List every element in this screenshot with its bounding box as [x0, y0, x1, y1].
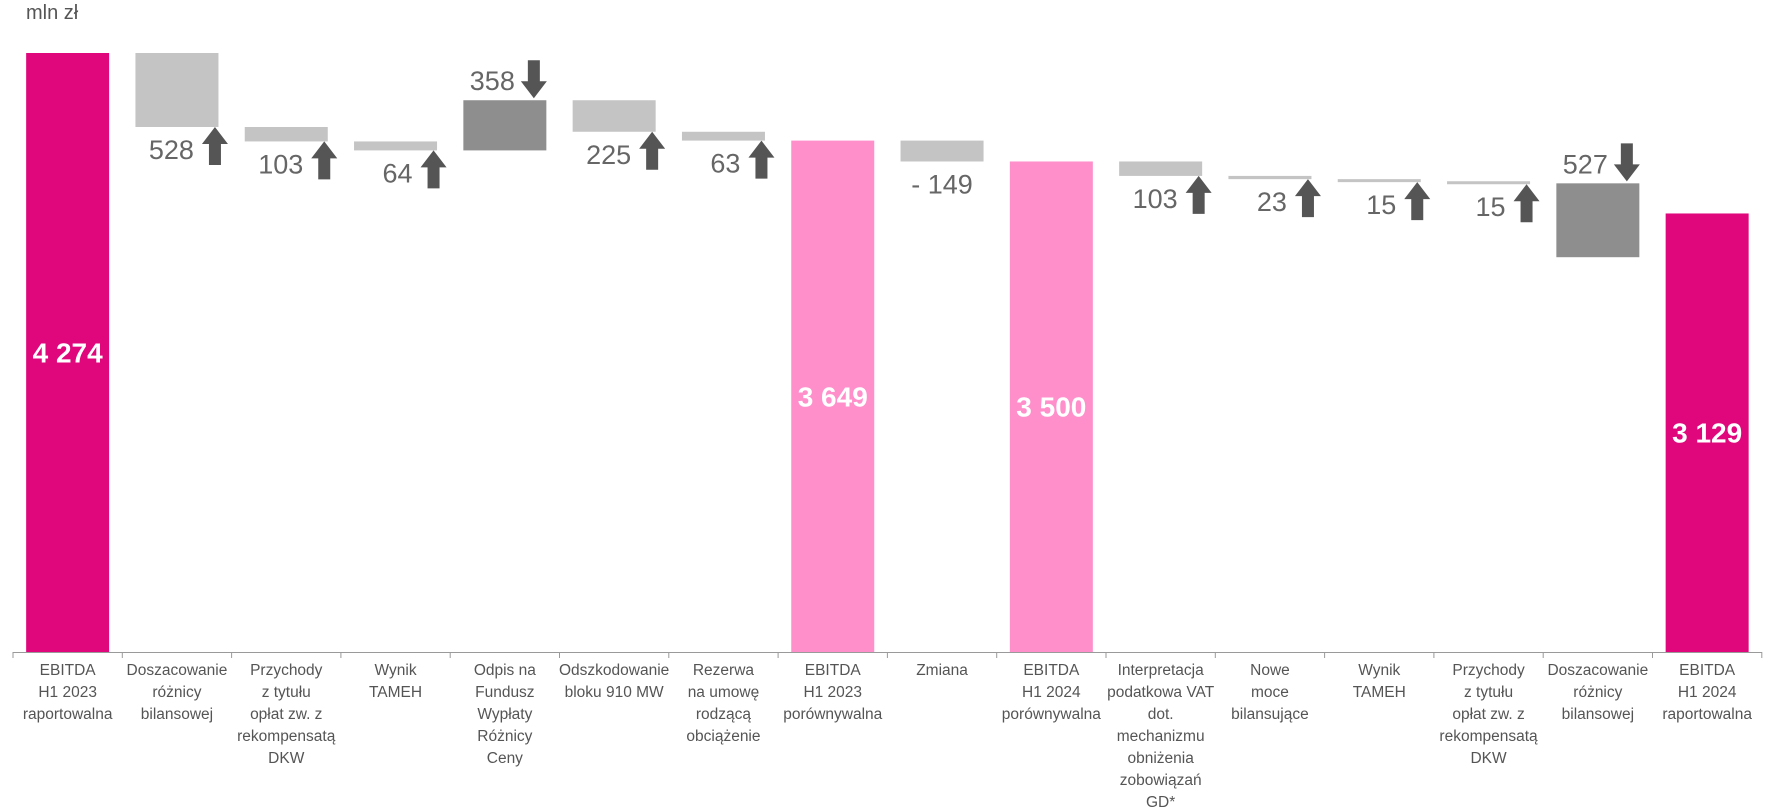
bar-value-label: 103: [258, 149, 303, 179]
bar-value-label: 527: [1563, 149, 1608, 179]
arrow-up-icon: [748, 140, 775, 179]
category-label: Rezerwa na umowę rodzącą obciążenie: [686, 662, 760, 745]
bar-value-label: - 149: [911, 169, 973, 199]
bar-value-label: 23: [1257, 187, 1287, 217]
arrow-down-icon: [1613, 143, 1640, 182]
arrow-up-icon: [639, 131, 666, 170]
unit-label: mln zł: [26, 2, 79, 24]
category-label: EBITDA H1 2023 raportowalna: [23, 662, 113, 723]
bar-value-label: 15: [1366, 190, 1396, 220]
category-label: Przychody z tytułu opłat zw. z rekompensatą…: [1439, 662, 1538, 767]
category-label: Odszkodowanie bloku 910 MW: [559, 662, 669, 701]
category-label: EBITDA H1 2023 porównywalna: [783, 662, 882, 723]
category-label: Wynik TAMEH: [369, 662, 422, 701]
delta-bar: [1228, 175, 1312, 180]
category-label: Doszacowanie różnicy bilansowej: [1547, 662, 1648, 723]
arrow-up-icon: [1404, 182, 1431, 221]
total-bar: [791, 140, 875, 653]
total-bar: [1665, 213, 1749, 653]
delta-bar: [1556, 183, 1640, 258]
bar-value-label: 3 649: [798, 381, 868, 412]
value-labels-layer: 4 274 528 103 64 358 225 63 3 649 - 149 3 500 103 2…: [33, 66, 1743, 449]
category-label: Interpretacja podatkowa VAT dot. mechanizmu…: [1107, 662, 1215, 811]
bar-value-label: 64: [383, 158, 413, 188]
category-label: Nowe moce bilansujące: [1231, 662, 1309, 723]
arrow-up-icon: [311, 141, 338, 180]
arrow-up-icon: [201, 126, 228, 165]
bar-value-label: 63: [710, 149, 740, 179]
delta-bar: [354, 141, 438, 151]
delta-bar: [900, 140, 984, 162]
bar-value-label: 358: [470, 66, 515, 96]
delta-bar: [681, 131, 765, 141]
delta-bar: [463, 100, 547, 151]
category-label: Doszacowanie różnicy bilansowej: [127, 662, 228, 723]
delta-bar: [135, 53, 219, 127]
bar-value-label: 3 129: [1672, 418, 1742, 449]
bar-value-label: 4 274: [33, 338, 103, 369]
total-bar: [26, 53, 110, 652]
total-bar: [1009, 161, 1093, 653]
category-label: EBITDA H1 2024 raportowalna: [1662, 662, 1752, 723]
bar-value-label: 103: [1133, 184, 1178, 214]
delta-bar: [1447, 181, 1531, 185]
x-axis: [12, 652, 1763, 658]
delta-bar: [1119, 161, 1203, 176]
category-label: Wynik TAMEH: [1353, 662, 1406, 701]
delta-bar: [244, 126, 328, 142]
delta-bar: [1337, 179, 1421, 183]
arrow-up-icon: [1294, 179, 1321, 218]
delta-bar: [572, 100, 656, 132]
arrows-layer: [201, 60, 1640, 223]
arrow-down-icon: [520, 60, 547, 99]
bar-value-label: 225: [586, 140, 631, 170]
arrow-up-icon: [420, 150, 447, 189]
category-label: Zmiana: [916, 662, 968, 679]
arrow-up-icon: [1185, 175, 1212, 214]
category-label: Przychody z tytułu opłat zw. z rekompensatą…: [237, 662, 336, 767]
category-label: EBITDA H1 2024 porównywalna: [1002, 662, 1101, 723]
arrow-up-icon: [1513, 184, 1540, 223]
bar-value-label: 528: [149, 135, 194, 165]
category-label: Odpis na Fundusz Wypłaty Różnicy Ceny: [474, 662, 536, 767]
bars-layer: [26, 53, 1749, 653]
bar-value-label: 15: [1476, 192, 1506, 222]
bar-value-label: 3 500: [1016, 392, 1086, 423]
